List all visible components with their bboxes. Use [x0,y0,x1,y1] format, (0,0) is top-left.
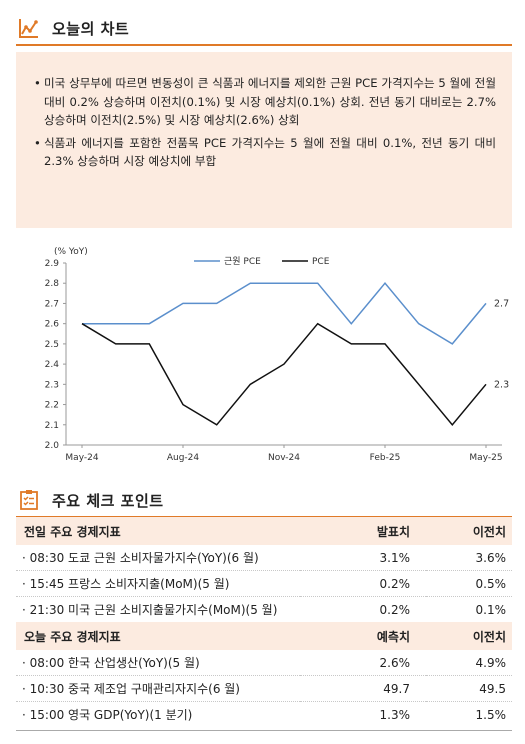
table-row: · 15:00 영국 GDP(YoY)(1 분기) 1.3% 1.5% [16,702,512,728]
y-tick-label: 2.9 [45,259,60,269]
legend-label: PCE [312,257,330,267]
x-tick-label: Nov-24 [268,453,300,463]
series-line-pce [81,322,487,426]
x-tick-label: May-25 [469,453,502,463]
today-title: 오늘 주요 경제지표 [16,622,300,650]
legend-label: 근원 PCE [224,256,261,267]
y-tick-label: 2.7 [45,299,59,309]
y-axis-label: (% YoY) [54,247,88,257]
chart-section-header: 오늘의 차트 [16,12,512,44]
indicator-name: · 08:00 한국 산업생산(YoY)(5 월) [16,650,300,676]
today-header-row: 오늘 주요 경제지표 예측치 이전치 [16,622,512,650]
checklist-icon [16,487,42,513]
x-tick-label: Feb-25 [370,453,401,463]
y-tick-label: 2.5 [45,340,59,350]
chart-section-title: 오늘의 차트 [52,19,130,38]
checkpoint-section-header: 주요 체크 포인트 [16,484,512,516]
series-line-core-pce [82,282,487,345]
col-previous-header: 이전치 [426,517,512,545]
prev-day-header-row: 전일 주요 경제지표 발표치 이전치 [16,517,512,545]
actual-value: 0.2% [379,602,411,617]
table-row: · 08:00 한국 산업생산(YoY)(5 월) 2.6% 4.9% [16,650,512,676]
bottom-divider [16,730,512,731]
y-tick-label: 2.2 [45,401,59,411]
summary-box: • 미국 상무부에 따르면 변동성이 큰 식품과 에너지를 제외한 근원 PCE … [16,52,512,228]
end-value-label: 2.7 [494,298,509,309]
indicator-name: · 15:45 프랑스 소비자지출(MoM)(5 월) [16,570,300,597]
summary-item: • 미국 상무부에 따르면 변동성이 큰 식품과 에너지를 제외한 근원 PCE … [34,74,496,130]
indicator-name: · 15:00 영국 GDP(YoY)(1 분기) [22,708,193,722]
y-tick-label: 2.4 [45,360,60,370]
pce-chart: (% YoY) 2.9 2.8 2.7 2.6 2.5 2.4 2.3 2.2 2.1 2.0 May… [16,238,512,464]
forecast-value: 49.7 [300,675,426,702]
col-forecast-header: 예측치 [300,622,426,650]
x-tick-label: Aug-24 [167,453,200,463]
table-row: · 15:45 프랑스 소비자지출(MoM)(5 월) 0.2% 0.5% [16,570,512,597]
prev-day-title: 전일 주요 경제지표 [16,517,300,545]
y-tick-label: 2.0 [45,441,60,451]
x-tick-label: May-24 [65,453,98,463]
y-tick-label: 2.3 [45,380,59,390]
table-row: · 21:30 미국 근원 소비지출물가지수(MoM)(5 월) 0.2% 0.… [16,597,512,623]
bullet: • [34,76,41,90]
summary-text: 미국 상무부에 따르면 변동성이 큰 식품과 에너지를 제외한 근원 PCE 가… [44,76,496,127]
y-tick-label: 2.1 [45,421,59,431]
previous-value: 0.5% [426,570,512,597]
previous-value: 1.5% [475,707,507,722]
forecast-value: 1.3% [379,707,411,722]
indicator-name: · 10:30 중국 제조업 구매관리자지수(6 월) [16,675,300,702]
previous-value: 4.9% [426,650,512,676]
indicator-name: · 08:30 도쿄 근원 소비자물가지수(YoY)(6 월) [16,545,300,571]
indicator-name: · 21:30 미국 근원 소비지출물가지수(MoM)(5 월) [22,603,278,617]
y-tick-label: 2.8 [45,279,60,289]
col-actual-header: 발표치 [300,517,426,545]
previous-value: 49.5 [426,675,512,702]
line-chart-icon [16,15,42,41]
table-row: · 10:30 중국 제조업 구매관리자지수(6 월) 49.7 49.5 [16,675,512,702]
bullet: • [34,135,41,150]
section-divider [16,44,512,46]
checkpoint-section-title: 주요 체크 포인트 [52,491,164,510]
summary-text: 식품과 에너지를 포함한 전품목 PCE 가격지수는 5 월에 전월 대비 0.… [44,135,496,169]
previous-value: 0.1% [475,602,507,617]
chart-canvas: (% YoY) 2.9 2.8 2.7 2.6 2.5 2.4 2.3 2.2 2.1 2.0 May… [45,247,509,463]
actual-value: 3.1% [300,545,426,571]
summary-item: • 식품과 에너지를 포함한 전품목 PCE 가격지수는 5 월에 전월 대비 0… [34,134,496,171]
previous-value: 3.6% [426,545,512,571]
end-value-label: 2.3 [494,379,509,390]
y-tick-label: 2.6 [45,320,60,330]
actual-value: 0.2% [300,570,426,597]
table-row: · 08:30 도쿄 근원 소비자물가지수(YoY)(6 월) 3.1% 3.6… [16,545,512,571]
indicators-table: 전일 주요 경제지표 발표치 이전치 · 08:30 도쿄 근원 소비자물가지수… [16,517,512,727]
forecast-value: 2.6% [300,650,426,676]
col-previous-header: 이전치 [426,622,512,650]
